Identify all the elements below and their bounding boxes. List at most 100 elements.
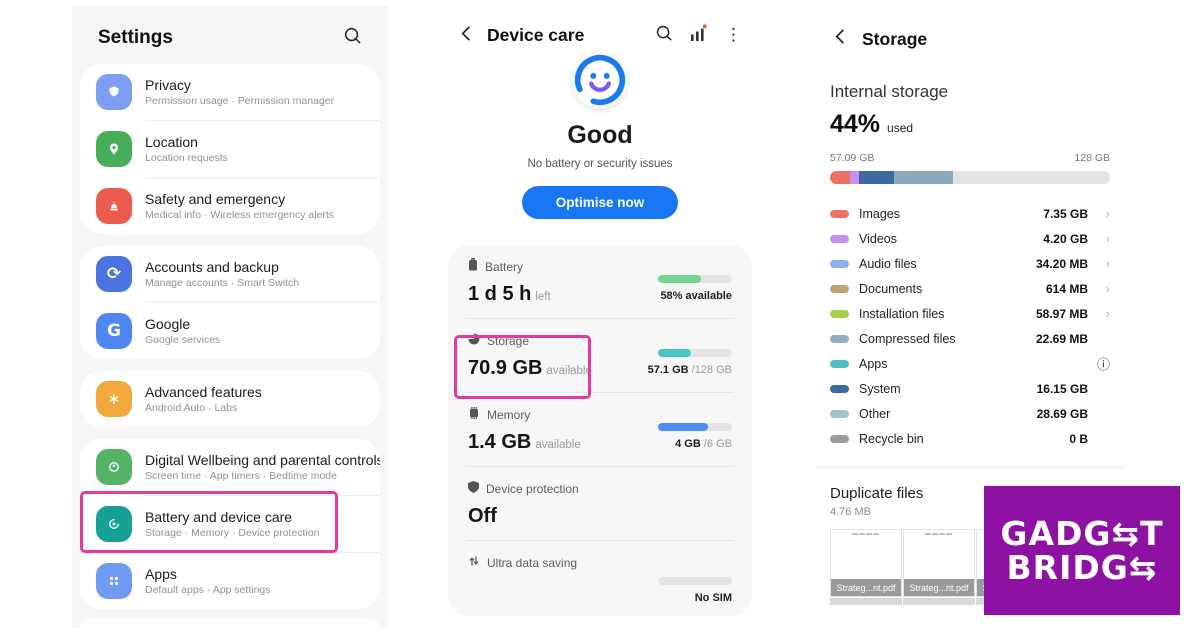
smiley-icon xyxy=(572,52,628,108)
info-icon[interactable]: ⓘ xyxy=(1096,358,1110,373)
storage-row-audio-files[interactable]: Audio files 34.20 MB › xyxy=(830,251,1110,276)
file-thumbnail[interactable]: ▬▬▬▬ Strateg...nt.pdf xyxy=(903,529,975,597)
care-row-label: Device protection xyxy=(486,482,579,496)
storage-row-images[interactable]: Images 7.35 GB › xyxy=(830,201,1110,226)
ultra-caption: No SIM xyxy=(694,592,732,604)
category-value: 22.69 MB xyxy=(1035,331,1088,346)
storage-row-documents[interactable]: Documents 614 MB › xyxy=(830,276,1110,301)
settings-item-apps[interactable]: Apps Default apps · App settings xyxy=(80,553,380,609)
battery-progress-bar xyxy=(658,275,732,283)
starburst-icon xyxy=(96,381,132,417)
care-row-device-protection[interactable]: Device protection Off xyxy=(466,467,734,540)
device-protection-state: Off xyxy=(468,505,497,527)
storage-row-videos[interactable]: Videos 4.20 GB › xyxy=(830,226,1110,251)
settings-item-privacy[interactable]: Privacy Permission usage · Permission ma… xyxy=(80,64,380,120)
settings-item-sub: Android Auto · Labs xyxy=(145,402,238,414)
divider xyxy=(466,466,734,467)
segment-other xyxy=(894,171,953,184)
storage-row-apps[interactable]: Apps ⓘ xyxy=(830,351,1110,376)
settings-card-4: Digital Wellbeing and parental controls … xyxy=(80,439,380,609)
care-row-label: Battery xyxy=(485,260,524,274)
settings-item-location[interactable]: Location Location requests xyxy=(80,121,380,177)
category-label: Other xyxy=(859,406,891,421)
care-row-memory[interactable]: Memory 1.4 GB available 4 GB /6 GB xyxy=(466,393,734,466)
care-row-storage[interactable]: Storage 70.9 GB available 57.1 GB /128 GB xyxy=(466,319,734,392)
care-row-battery[interactable]: Battery 1 d 5 h left 58% available xyxy=(466,245,734,318)
care-row-ultra-data-saving[interactable]: Ultra data saving No SIM xyxy=(466,541,734,616)
storage-row-other[interactable]: Other 28.69 GB xyxy=(830,401,1110,426)
shield-icon xyxy=(96,74,132,110)
google-g-icon: G xyxy=(96,313,132,349)
storage-row-installation-files[interactable]: Installation files 58.97 MB › xyxy=(830,301,1110,326)
category-value: 0 B xyxy=(1069,431,1088,446)
duplicate-files-title: Duplicate files xyxy=(830,485,924,502)
settings-item-label: Safety and emergency xyxy=(145,191,286,207)
ultra-progress-bar xyxy=(658,577,732,585)
back-icon[interactable] xyxy=(832,28,849,50)
memory-caption-rest: /6 GB xyxy=(700,438,732,450)
data-saving-icon xyxy=(468,554,480,572)
category-label: System xyxy=(859,381,901,396)
category-value: 7.35 GB xyxy=(1043,206,1088,221)
file-thumbnail[interactable]: ▬▬▬▬ Strateg...nt.pdf xyxy=(830,529,902,597)
storage-progress-fill xyxy=(658,349,692,357)
search-icon[interactable] xyxy=(655,24,673,47)
category-value: 34.20 MB xyxy=(1035,256,1088,271)
storage-total-amount: 128 GB xyxy=(1074,152,1110,164)
kebab-menu-icon[interactable]: ⋮ xyxy=(725,25,742,45)
settings-item-advanced[interactable]: Advanced features Android Auto · Labs xyxy=(80,371,380,427)
settings-item-sub: Medical info · Wireless emergency alerts xyxy=(145,209,335,221)
divider xyxy=(145,120,380,121)
stats-icon[interactable] xyxy=(690,24,708,47)
category-value: 28.69 GB xyxy=(1036,406,1088,421)
settings-item-sub: Location requests xyxy=(145,152,228,164)
device-care-screen: Device care ⋮ Good No battery or secu xyxy=(440,6,760,628)
settings-item-safety[interactable]: Safety and emergency Medical info · Wire… xyxy=(80,178,380,234)
divider xyxy=(466,540,734,541)
logo-line-2: BRIDG⇆ xyxy=(1006,547,1158,587)
color-swatch xyxy=(830,209,849,218)
chevron-right-icon: › xyxy=(1105,281,1110,296)
care-row-label: Ultra data saving xyxy=(487,556,578,570)
storage-available: 70.9 GB xyxy=(468,357,543,379)
color-swatch xyxy=(830,384,849,393)
chevron-right-icon: › xyxy=(1105,231,1110,246)
value-suffix: left xyxy=(535,291,551,303)
settings-item-sub: Permission usage · Permission manager xyxy=(145,95,335,107)
settings-item-sub: Google services xyxy=(145,334,221,346)
color-swatch xyxy=(830,234,849,243)
device-care-card: Battery 1 d 5 h left 58% available Storag… xyxy=(448,245,752,616)
optimise-now-button[interactable]: Optimise now xyxy=(521,186,679,219)
storage-row-recycle-bin[interactable]: Recycle bin 0 B xyxy=(830,426,1110,451)
segment-images xyxy=(830,171,850,184)
segment-system xyxy=(858,171,895,184)
settings-item-sub: Manage accounts · Smart Switch xyxy=(145,277,300,289)
color-swatch xyxy=(830,359,849,368)
storage-row-system[interactable]: System 16.15 GB xyxy=(830,376,1110,401)
category-label: Videos xyxy=(859,231,897,246)
category-label: Audio files xyxy=(859,256,917,271)
apps-grid-icon xyxy=(96,563,132,599)
category-label: Documents xyxy=(859,281,923,296)
storage-row-compressed-files[interactable]: Compressed files 22.69 MB xyxy=(830,326,1110,351)
settings-item-google[interactable]: G Google Google services xyxy=(80,303,380,359)
settings-item-label: Battery and device care xyxy=(145,509,293,525)
settings-item-label: Advanced features xyxy=(145,384,262,400)
category-label: Images xyxy=(859,206,900,221)
battery-caption: 58% available xyxy=(660,290,732,302)
settings-item-battery-device-care[interactable]: Battery and device care Storage · Memory… xyxy=(80,496,380,552)
back-icon[interactable] xyxy=(458,25,475,47)
search-icon[interactable] xyxy=(343,26,362,50)
category-value: 16.15 GB xyxy=(1036,381,1088,396)
storage-used-percent: 44% xyxy=(830,110,881,138)
settings-item-accounts[interactable]: ⟳ Accounts and backup Manage accounts · … xyxy=(80,246,380,302)
storage-used-suffix: used xyxy=(887,121,914,135)
memory-caption: 4 GB xyxy=(675,438,701,450)
sync-icon: ⟳ xyxy=(96,256,132,292)
status-subtext: No battery or security issues xyxy=(527,158,673,170)
divider xyxy=(145,495,380,496)
category-label: Apps xyxy=(859,356,888,371)
storage-caption: 57.1 GB xyxy=(647,364,689,376)
settings-item-wellbeing[interactable]: Digital Wellbeing and parental controls … xyxy=(80,439,380,495)
memory-available: 1.4 GB xyxy=(468,431,532,453)
